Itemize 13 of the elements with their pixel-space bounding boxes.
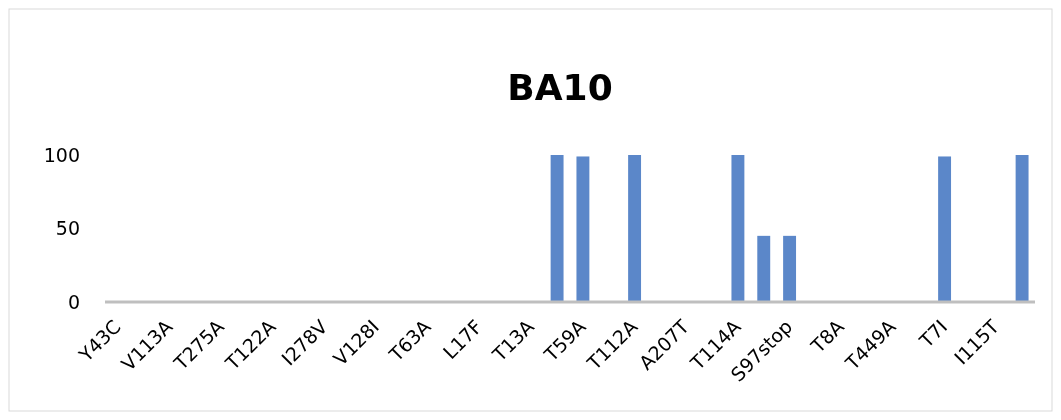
y-tick-label: 100 <box>43 143 80 166</box>
bar <box>628 155 642 302</box>
x-tick-label: T7I <box>914 315 952 353</box>
y-tick-label: 0 <box>67 290 80 313</box>
y-tick-label: 50 <box>55 217 80 240</box>
bar <box>783 235 797 302</box>
bar <box>938 156 952 302</box>
chart-title: BA10 <box>507 67 613 108</box>
bar <box>731 155 745 302</box>
bar <box>550 155 564 302</box>
bar <box>757 235 771 302</box>
bar <box>576 156 590 302</box>
bar <box>1015 155 1029 302</box>
